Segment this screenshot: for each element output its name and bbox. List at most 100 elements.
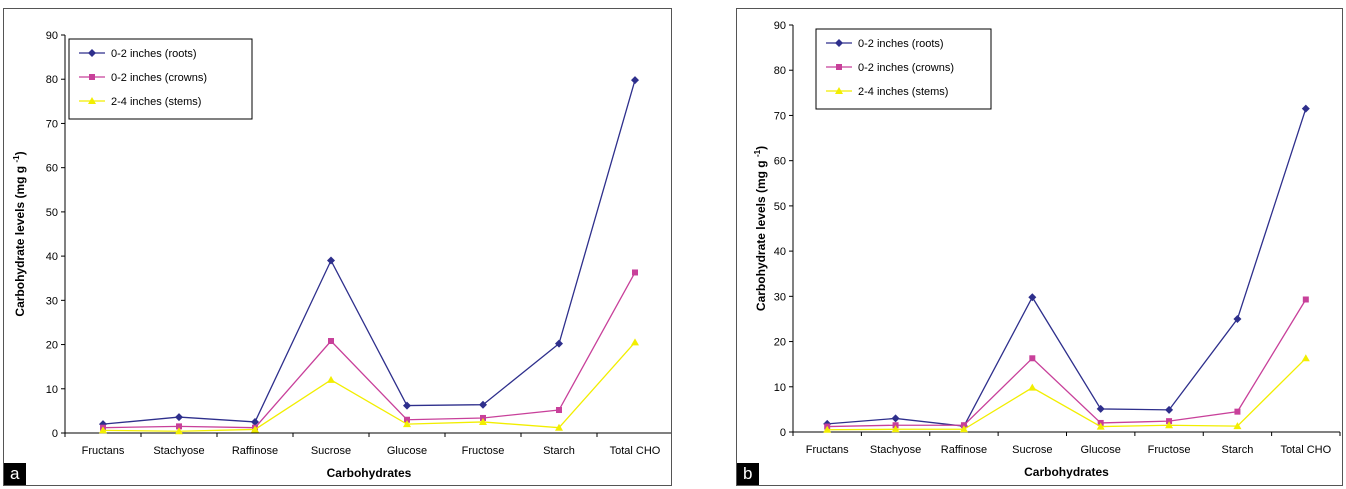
legend-marker xyxy=(88,49,96,57)
y-tick-label: 0 xyxy=(780,427,786,439)
data-point xyxy=(555,423,563,431)
data-point xyxy=(1301,354,1310,362)
legend-marker xyxy=(88,97,96,104)
y-tick-label: 60 xyxy=(774,156,786,168)
data-point xyxy=(1165,405,1174,414)
data-point xyxy=(1233,314,1242,323)
y-axis-title-superscript: -1 xyxy=(12,155,21,163)
series-0 xyxy=(823,104,1310,431)
data-point xyxy=(960,422,967,429)
chart-panel-b: 0 10 20 30 40 50 60 70 80 90 Fructans Stachyose Raff… xyxy=(736,8,1343,486)
legend-marker xyxy=(836,64,842,70)
y-tick-label: 70 xyxy=(774,110,786,122)
x-tick-label: Fructose xyxy=(462,445,505,457)
data-point xyxy=(251,417,259,426)
series-line xyxy=(102,341,636,432)
x-tick-label: Stachyose xyxy=(870,444,921,456)
legend: 0-2 inches (roots) 0-2 inches (crowns) 2-4… xyxy=(815,28,992,110)
y-tick-label: 80 xyxy=(774,65,786,77)
x-tick-label: Fructans xyxy=(806,444,849,456)
y-tick-label: 40 xyxy=(774,246,786,258)
y-axis-title: Carbohydrate levels (mg g -1) xyxy=(12,151,27,316)
data-point xyxy=(403,401,411,410)
data-point xyxy=(1233,422,1242,430)
x-tick-label: Starch xyxy=(543,445,575,457)
y-tick-label: 10 xyxy=(46,384,58,396)
series-line xyxy=(827,357,1307,431)
y-tick-label: 90 xyxy=(774,20,786,32)
x-tick-label: Starch xyxy=(1222,444,1254,456)
x-tick-label: Sucrose xyxy=(311,445,351,457)
y-tick-label: 60 xyxy=(46,163,58,175)
data-point xyxy=(1096,422,1105,430)
y-tick-label: 30 xyxy=(774,291,786,303)
series-2 xyxy=(99,338,639,435)
data-point xyxy=(1096,404,1105,413)
data-point xyxy=(631,76,639,85)
legend-label: 0-2 inches (crowns) xyxy=(111,72,207,84)
chart-b-svg: 0 10 20 30 40 50 60 70 80 90 Fructans Stachyose Raff… xyxy=(753,20,1341,479)
chart-a-svg: 0 10 20 30 40 50 60 70 80 90 Fructans Stachyose Raff… xyxy=(12,30,671,480)
y-tick-label: 20 xyxy=(774,337,786,349)
y-tick-label: 0 xyxy=(52,428,58,440)
x-axis-title: Carbohydrates xyxy=(1024,465,1109,479)
panel-label-a: a xyxy=(4,463,27,485)
data-point xyxy=(891,414,900,423)
y-axis-title-close: ) xyxy=(754,146,768,150)
y-axis-title-superscript: -1 xyxy=(753,149,762,157)
y-axis-title: Carbohydrate levels (mg g -1) xyxy=(753,146,768,311)
data-point xyxy=(479,417,487,425)
legend: 0-2 inches (roots) 0-2 inches (crowns) 2-4… xyxy=(68,38,253,120)
data-point xyxy=(556,407,562,414)
data-point xyxy=(327,375,335,383)
data-point xyxy=(555,339,563,348)
data-point xyxy=(327,256,335,265)
series-line xyxy=(102,79,636,425)
data-point xyxy=(1166,418,1173,425)
legend-box xyxy=(815,28,992,110)
y-tick-label: 50 xyxy=(46,207,58,219)
series-line xyxy=(827,108,1307,427)
y-axis-title-main: Carbohydrate levels (mg g xyxy=(13,163,27,317)
x-tick-label: Glucose xyxy=(387,445,427,457)
data-point xyxy=(1302,296,1309,303)
data-point xyxy=(1165,421,1174,429)
data-point xyxy=(251,425,259,433)
series-line xyxy=(102,272,636,429)
series-2 xyxy=(823,354,1310,433)
y-axis-title-main: Carbohydrate levels (mg g xyxy=(754,157,768,311)
legend-label: 2-4 inches (stems) xyxy=(858,86,948,98)
data-point xyxy=(479,400,487,409)
data-point xyxy=(99,426,107,434)
data-point xyxy=(959,425,968,433)
data-point xyxy=(404,416,410,423)
legend-marker xyxy=(89,74,95,80)
legend-marker xyxy=(835,39,843,47)
legend-box xyxy=(68,38,253,120)
data-point xyxy=(403,420,411,428)
data-point xyxy=(175,427,183,435)
x-tick-label: Total CHO xyxy=(610,445,661,457)
data-point xyxy=(891,425,900,433)
legend-marker xyxy=(835,87,843,94)
y-tick-label: 80 xyxy=(46,74,58,86)
x-tick-label: Raffinose xyxy=(232,445,278,457)
x-tick-label: Sucrose xyxy=(1012,444,1052,456)
data-point xyxy=(1028,293,1037,302)
legend-label: 0-2 inches (roots) xyxy=(858,38,944,50)
data-point xyxy=(631,338,639,346)
y-tick-label: 50 xyxy=(774,201,786,213)
y-tick-label: 30 xyxy=(46,295,58,307)
chart-panel-a: 0 10 20 30 40 50 60 70 80 90 Fructans Stachyose Raff… xyxy=(3,8,672,486)
data-point xyxy=(176,423,182,430)
data-point xyxy=(1301,104,1310,113)
x-tick-label: Fructose xyxy=(1148,444,1191,456)
data-point xyxy=(632,269,638,276)
x-tick-label: Glucose xyxy=(1081,444,1121,456)
x-tick-label: Raffinose xyxy=(941,444,987,456)
data-point xyxy=(175,413,183,422)
y-tick-label: 10 xyxy=(774,382,786,394)
data-point xyxy=(1029,355,1036,362)
panel-label-b: b xyxy=(737,463,760,485)
series-1 xyxy=(100,269,638,431)
